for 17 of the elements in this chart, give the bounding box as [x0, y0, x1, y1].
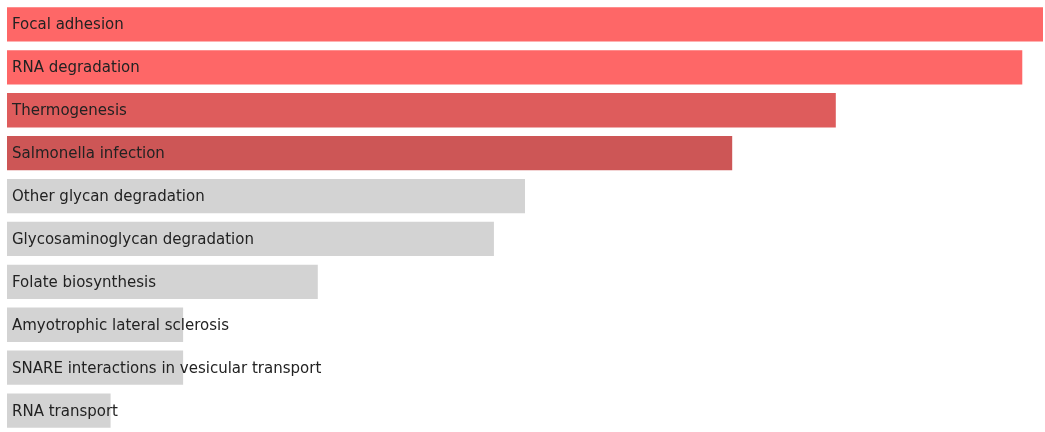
y-tick-label: SNARE interactions in vesicular transport [12, 358, 322, 377]
bar [7, 50, 1023, 85]
y-tick-label: RNA transport [12, 401, 119, 420]
bar [7, 264, 318, 300]
y-tick-label: Glycosaminoglycan degradation [12, 229, 254, 248]
y-tick-label: Salmonella infection [12, 144, 165, 163]
bar [7, 7, 1043, 42]
bar [7, 178, 525, 214]
y-tick-label: Other glycan degradation [12, 187, 205, 206]
bar [7, 221, 494, 257]
y-tick-label: Thermogenesis [11, 101, 128, 120]
y-tick-label: Amyotrophic lateral sclerosis [12, 315, 230, 334]
y-tick-label: Folate biosynthesis [12, 272, 157, 291]
y-tick-label: RNA degradation [12, 58, 140, 77]
y-tick-label: Focal adhesion [12, 15, 124, 34]
bar [7, 135, 733, 171]
bar [7, 93, 836, 128]
